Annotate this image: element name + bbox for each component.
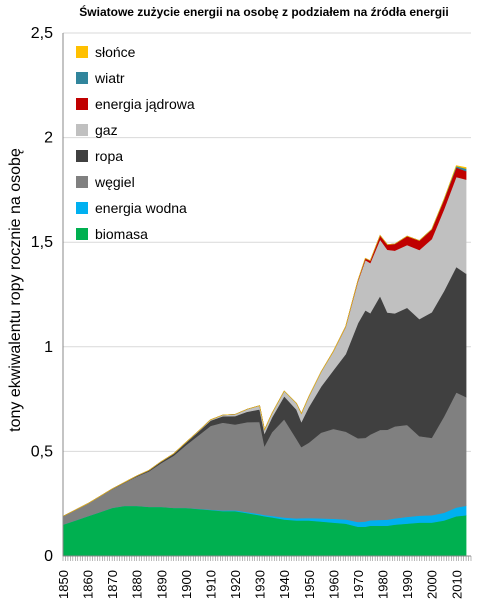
x-tick-label: 1900 bbox=[179, 570, 194, 599]
legend-item: węgiel bbox=[76, 174, 135, 190]
x-tick-label: 1950 bbox=[302, 570, 317, 599]
y-tick-labels: 0 0,5 1 1,5 2 2,5 bbox=[31, 25, 53, 565]
x-tick-label: 1970 bbox=[351, 570, 366, 599]
legend-swatch bbox=[76, 124, 88, 136]
legend-item: wiatr bbox=[76, 70, 125, 86]
y-tick-label: 2,5 bbox=[31, 25, 53, 42]
y-tick-label: 1,5 bbox=[31, 234, 53, 251]
legend-item: słońce bbox=[76, 44, 136, 60]
legend-swatch bbox=[76, 46, 88, 58]
y-axis-label: tony ekwiwalentu ropy rocznie na osobę bbox=[7, 148, 24, 432]
legend-item: biomasa bbox=[76, 226, 148, 242]
legend-swatch bbox=[76, 228, 88, 240]
legend-item: gaz bbox=[76, 122, 118, 138]
plot-area bbox=[62, 165, 467, 557]
y-tick-label: 0,5 bbox=[31, 443, 53, 460]
chart-title: Światowe zużycie energii na osobę z podz… bbox=[79, 4, 448, 19]
legend-item: energia wodna bbox=[76, 200, 187, 216]
x-tick-label: 1990 bbox=[400, 570, 415, 599]
legend-swatch bbox=[76, 202, 88, 214]
x-tick-label: 1980 bbox=[376, 570, 391, 599]
legend-label: słońce bbox=[95, 44, 136, 60]
axes bbox=[62, 33, 472, 561]
x-tick-label: 1920 bbox=[228, 570, 243, 599]
legend-label: wiatr bbox=[94, 70, 125, 86]
legend-label: ropa bbox=[95, 148, 123, 164]
x-tick-label: 2010 bbox=[449, 570, 464, 599]
legend-label: węgiel bbox=[94, 174, 135, 190]
x-tick-label: 1940 bbox=[277, 570, 292, 599]
legend-label: energia wodna bbox=[95, 200, 187, 216]
y-tick-label: 0 bbox=[44, 548, 53, 565]
y-tick-label: 2 bbox=[44, 130, 53, 147]
legend-item: energia jądrowa bbox=[76, 96, 195, 112]
legend-label: energia jądrowa bbox=[95, 96, 195, 112]
x-tick-label: 1860 bbox=[81, 570, 96, 599]
x-tick-label: 1910 bbox=[203, 570, 218, 599]
x-tick-label: 2000 bbox=[425, 570, 440, 599]
x-tick-label: 1850 bbox=[56, 570, 71, 599]
legend-swatch bbox=[76, 98, 88, 110]
legend-swatch bbox=[76, 72, 88, 84]
legend-label: gaz bbox=[95, 122, 118, 138]
x-tick-label: 1890 bbox=[154, 570, 169, 599]
legend: słońce wiatr energia jądrowa gaz ropa węgiel e… bbox=[76, 44, 195, 242]
legend-swatch bbox=[76, 150, 88, 162]
x-tick-label: 1870 bbox=[105, 570, 120, 599]
y-tick-label: 1 bbox=[44, 339, 53, 356]
legend-item: ropa bbox=[76, 148, 123, 164]
x-tick-labels: 1850 1860 1870 1880 1890 1900 1910 1920 1930 1940… bbox=[56, 570, 464, 599]
area-series-słońce bbox=[62, 165, 467, 517]
x-tick-label: 1930 bbox=[253, 570, 268, 599]
x-tick-label: 1880 bbox=[130, 570, 145, 599]
legend-label: biomasa bbox=[95, 226, 148, 242]
x-tick-label: 1960 bbox=[326, 570, 341, 599]
legend-swatch bbox=[76, 176, 88, 188]
